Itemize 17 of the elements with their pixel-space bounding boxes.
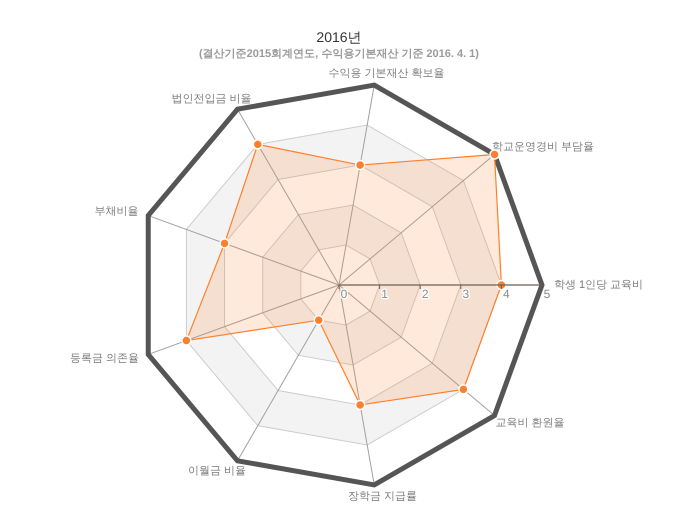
spoke-label: 수익용 기본재산 확보율 xyxy=(328,67,444,80)
spoke-label: 학교운영경비 부담율 xyxy=(492,140,594,153)
spoke-label: 부채비율 xyxy=(94,205,138,218)
y-tick-label: 0 xyxy=(340,287,348,301)
spoke-label: 법인전입금 비율 xyxy=(171,92,252,105)
spoke-label: 교육비 환원율 xyxy=(496,417,565,430)
subtitle: (결산기준2015회계연도, 수익용기본재산 기준 2016. 4. 1) xyxy=(199,48,479,60)
spoke-label: 이월금 비율 xyxy=(188,465,246,478)
spoke-label: 학생 1인당 교육비 xyxy=(554,279,644,291)
y-tick-label: 3 xyxy=(462,287,470,301)
y-tick-label: 4 xyxy=(503,287,510,301)
spoke-label: 장학금 지급률 xyxy=(348,490,417,503)
title: 2016년 xyxy=(316,29,362,45)
y-tick-label: 5 xyxy=(544,287,550,301)
y-tick-label: 2 xyxy=(422,287,429,301)
spoke-label: 등록금 의존율 xyxy=(70,352,140,365)
y-tick-label: 1 xyxy=(381,287,388,301)
